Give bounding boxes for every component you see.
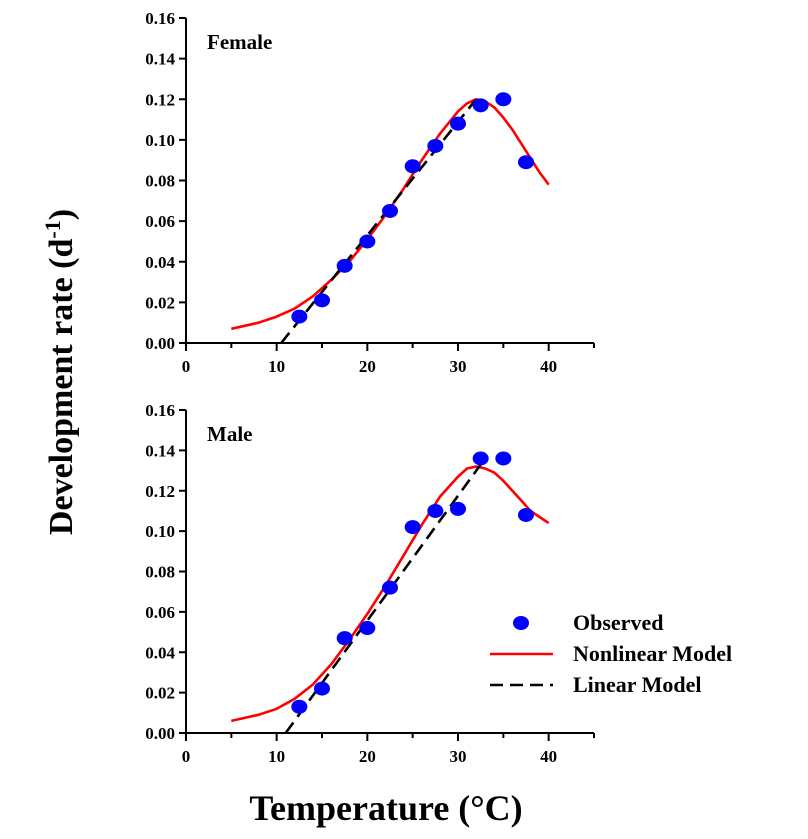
- nonlinear-model-line: [231, 465, 550, 723]
- observed-point: [291, 699, 308, 714]
- linear-model-line: [280, 98, 478, 344]
- observed-point: [336, 258, 353, 273]
- y-tick-label: 0.04: [145, 643, 175, 662]
- x-tick-label: 40: [540, 357, 557, 376]
- y-tick-label: 0.14: [145, 50, 175, 69]
- y-tick-label: 0.00: [145, 334, 175, 353]
- observed-point: [404, 520, 421, 535]
- y-tick-label: 0.08: [145, 172, 175, 191]
- observed-point: [450, 501, 466, 516]
- y-tick-label: 0.08: [145, 563, 175, 582]
- y-tick-label: 0.10: [145, 522, 175, 541]
- y-tick-label: 0.16: [145, 9, 175, 28]
- nonlinear-model-line: [231, 98, 550, 331]
- observed-point: [427, 503, 444, 518]
- panel-male: 0.00 0.02 0.04 0.06 0.08 0.10 0.12 0.14 0.16 0 10 2…: [145, 401, 595, 766]
- legend: Observed Nonlinear Model Linear Model: [490, 610, 732, 697]
- y-tick-label: 0.16: [145, 401, 175, 420]
- observed-point: [291, 309, 308, 324]
- legend-observed-marker: [513, 616, 529, 630]
- x-axis-title: Temperature (°C): [249, 788, 522, 828]
- observed-point: [495, 92, 512, 107]
- legend-label: Observed: [573, 610, 663, 635]
- observed-point: [314, 681, 330, 696]
- y-tick-label: 0.10: [145, 131, 175, 150]
- observed-point: [336, 631, 353, 646]
- y-tick-label: 0.06: [145, 603, 175, 622]
- observed-point: [450, 116, 466, 131]
- y-tick-label: 0.04: [145, 253, 175, 272]
- x-tick-label: 30: [450, 747, 467, 766]
- observed-point: [382, 580, 398, 595]
- y-tick-label: 0.00: [145, 724, 175, 743]
- observed-point: [495, 451, 512, 466]
- y-tick-label: 0.06: [145, 212, 175, 231]
- observed-point: [427, 138, 444, 153]
- y-tick-label: 0.02: [145, 684, 175, 703]
- panel-label: Female: [207, 30, 272, 54]
- observed-point: [314, 293, 330, 308]
- x-tick-label: 30: [450, 357, 467, 376]
- observed-point: [359, 234, 376, 249]
- observed-point: [382, 203, 398, 218]
- x-tick-label: 20: [359, 357, 376, 376]
- y-tick-label: 0.14: [145, 441, 175, 460]
- observed-point: [472, 98, 489, 113]
- panel-label: Male: [207, 422, 252, 446]
- observed-point: [518, 155, 534, 170]
- linear-model-line: [284, 463, 482, 734]
- y-tick-label: 0.12: [145, 90, 175, 109]
- observed-point: [359, 621, 376, 636]
- x-tick-label: 0: [182, 357, 191, 376]
- x-tick-label: 0: [182, 747, 191, 766]
- observed-point: [518, 507, 534, 522]
- y-tick-label: 0.02: [145, 293, 175, 312]
- x-tick-label: 10: [268, 747, 285, 766]
- legend-label: Nonlinear Model: [573, 641, 732, 666]
- observed-point: [404, 159, 421, 174]
- observed-point: [472, 451, 489, 466]
- x-tick-label: 20: [359, 747, 376, 766]
- y-tick-label: 0.12: [145, 482, 175, 501]
- y-axis-title: Development rate (d-1): [40, 209, 81, 535]
- x-tick-label: 40: [540, 747, 557, 766]
- x-tick-label: 10: [268, 357, 285, 376]
- legend-label: Linear Model: [573, 672, 702, 697]
- panel-female: 0.00 0.02 0.04 0.06 0.08 0.10 0.12 0.14 0.16 0 10 2…: [145, 9, 595, 376]
